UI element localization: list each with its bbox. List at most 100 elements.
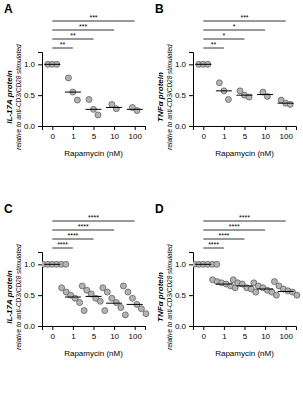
y-tick-label: 0.5 — [24, 291, 36, 300]
x-axis-title: Rapamycin (nM) — [64, 349, 123, 358]
x-axis-title: Rapamycin (nM) — [64, 149, 123, 158]
y-axis-line — [38, 53, 43, 127]
y-tick: 0.5 — [24, 91, 42, 100]
x-tick: 1 — [71, 126, 76, 141]
median-line — [237, 285, 253, 286]
x-tick-mark — [265, 126, 266, 130]
significance-label: **** — [78, 223, 89, 230]
median-line — [106, 107, 122, 108]
y-tick-label: 0.0 — [24, 122, 36, 131]
x-tick-mark — [135, 126, 136, 130]
plot-area — [195, 61, 293, 107]
x-tick-label: 10 — [261, 332, 270, 341]
x-tick-mark — [286, 326, 287, 330]
panel: C0.00.51.001510100Rapamycin (nM)IL-17A p… — [4, 202, 149, 358]
x-tick: 5 — [92, 326, 97, 341]
y-tick-mark — [38, 64, 42, 65]
y-axis: 0.0 0.5 1.0 — [24, 53, 43, 132]
y-tick-label: 1.0 — [24, 260, 36, 269]
median-line — [195, 264, 211, 265]
panel-label: D — [155, 202, 164, 216]
x-tick-label: 1 — [222, 132, 227, 141]
y-axis: 0.0 0.5 1.0 — [175, 253, 194, 332]
panel-label: A — [4, 2, 13, 16]
y-axis: 0.00.51.0 — [175, 53, 194, 132]
data-point — [125, 289, 131, 295]
x-tick: 5 — [92, 126, 97, 141]
median-line — [65, 297, 81, 298]
y-tick: 1.0 — [24, 260, 42, 269]
x-tick-label: 10 — [110, 332, 119, 341]
x-tick: 10 — [110, 326, 119, 341]
x-tick-mark — [135, 326, 136, 330]
y-axis-title: TNFα protein — [156, 72, 165, 122]
y-tick-label: 0.5 — [24, 91, 36, 100]
x-tick-label: 0 — [51, 132, 56, 141]
x-tick-label: 100 — [280, 332, 294, 341]
significance-label: **** — [67, 232, 78, 239]
x-tick: 0 — [51, 126, 56, 141]
data-point — [113, 300, 119, 306]
y-tick-mark — [38, 126, 42, 127]
data-point — [74, 97, 80, 103]
x-tick-label: 5 — [243, 132, 248, 141]
median-line — [86, 109, 102, 110]
x-tick-label: 100 — [129, 132, 143, 141]
y-axis-subtitle: relative to anti-CD3/CD28 stimulated — [166, 44, 173, 150]
y-tick: 0.0 — [24, 322, 42, 331]
x-tick-mark — [265, 326, 266, 330]
data-point — [97, 298, 103, 304]
y-tick-mark — [189, 95, 193, 96]
significance-label: **** — [229, 223, 240, 230]
x-tick-label: 10 — [110, 132, 119, 141]
x-tick-label: 5 — [92, 132, 97, 141]
x-tick: 100 — [280, 326, 294, 341]
significance-label: **** — [239, 214, 250, 221]
y-tick-label: 0.0 — [24, 322, 36, 331]
x-tick-mark — [245, 126, 246, 130]
x-axis: 01510100 — [194, 126, 297, 141]
median-line — [44, 64, 60, 65]
data-point — [65, 75, 71, 81]
y-axis-line — [189, 253, 194, 327]
x-tick-mark — [94, 126, 95, 130]
significance-label: *** — [240, 14, 248, 21]
data-point — [122, 312, 128, 318]
significance-label: ** — [211, 41, 217, 48]
data-point — [287, 101, 293, 107]
data-point — [63, 261, 69, 267]
y-tick-mark — [189, 295, 193, 296]
x-tick: 0 — [51, 326, 56, 341]
data-point — [113, 106, 119, 112]
median-line — [278, 103, 294, 104]
y-tick: 0.0 — [175, 322, 193, 331]
data-point — [102, 308, 108, 314]
x-tick: 5 — [243, 326, 248, 341]
median-line — [237, 95, 253, 96]
x-tick-mark — [52, 326, 53, 330]
x-tick-label: 1 — [222, 332, 227, 341]
x-tick-label: 100 — [280, 132, 294, 141]
data-point — [129, 295, 135, 301]
x-tick-mark — [114, 326, 115, 330]
data-point — [86, 96, 92, 102]
median-line — [257, 289, 273, 290]
median-line — [278, 291, 294, 292]
figure: A0.00.51.001510100Rapamycin (nM)IL-17A p… — [0, 0, 303, 400]
x-tick-mark — [94, 326, 95, 330]
y-tick-label: 0.5 — [175, 291, 187, 300]
median-line — [257, 94, 273, 95]
data-point — [143, 311, 149, 317]
y-tick-label: 1.0 — [24, 60, 36, 69]
data-point — [273, 292, 279, 298]
y-tick-label: 0.0 — [175, 322, 187, 331]
y-tick-mark — [38, 95, 42, 96]
y-tick-label: 1.0 — [175, 260, 187, 269]
x-tick-mark — [73, 126, 74, 130]
significance-label: ** — [60, 41, 66, 48]
plot-area — [193, 261, 300, 298]
data-point — [104, 289, 110, 295]
significance-label: **** — [57, 241, 68, 248]
x-axis-line — [43, 327, 146, 331]
x-axis: 0 1 5 10 100 — [43, 126, 146, 141]
